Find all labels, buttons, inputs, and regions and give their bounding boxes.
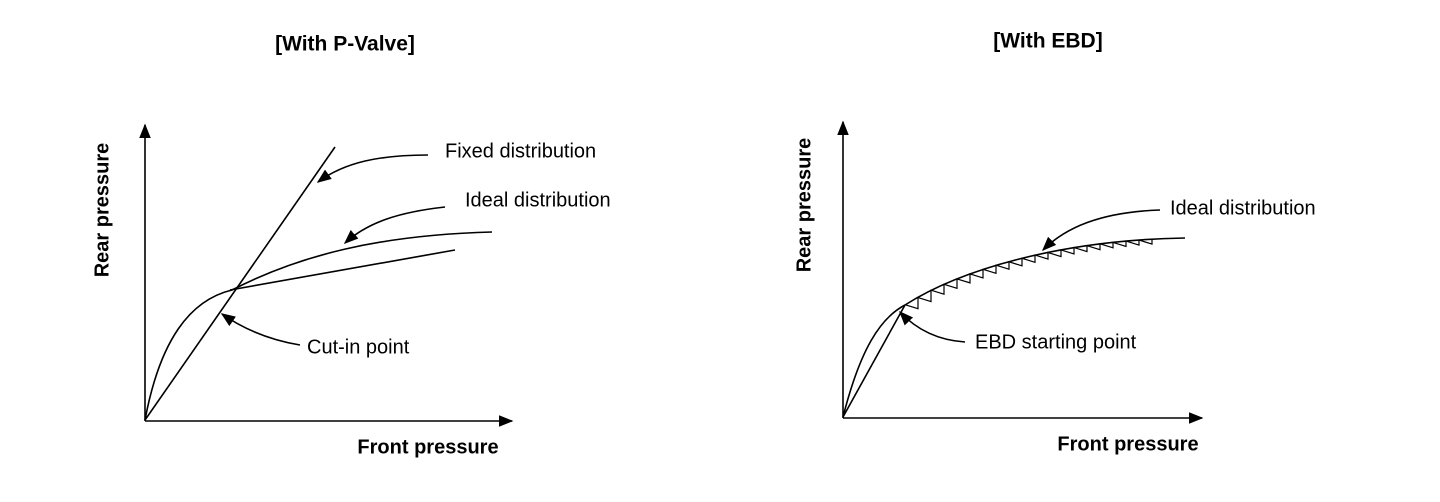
x-axis-label: Front pressure [1057, 433, 1198, 455]
panel-title: [With EBD] [993, 30, 1102, 53]
arrow [899, 310, 966, 343]
arrow [220, 313, 301, 346]
panel-ebd: [With EBD] Rear pressure Front pressure … [793, 30, 1315, 456]
panel-title: [With P-Valve] [275, 33, 415, 56]
arrow [343, 206, 446, 244]
annotation: Ideal distribution [1170, 197, 1316, 219]
annotation: Fixed distribution [445, 140, 596, 162]
valve-line [229, 249, 456, 291]
ebd-steps [904, 239, 1153, 310]
y-axis-label: Rear pressure [793, 138, 815, 273]
arrow [1041, 209, 1161, 252]
ideal-curve [842, 237, 1186, 418]
ebd-line [842, 304, 906, 418]
x-axis-label: Front pressure [357, 436, 498, 458]
panel-p-valve: [With P-Valve] Rear pressure Front press… [91, 33, 610, 459]
annotation: Cut-in point [307, 336, 410, 358]
annotation: Ideal distribution [465, 189, 611, 211]
annotation: EBD starting point [975, 331, 1137, 353]
ideal-curve [144, 231, 493, 421]
y-axis-label: Rear pressure [91, 143, 113, 278]
arrow [316, 154, 429, 183]
fixed-line [144, 146, 336, 421]
